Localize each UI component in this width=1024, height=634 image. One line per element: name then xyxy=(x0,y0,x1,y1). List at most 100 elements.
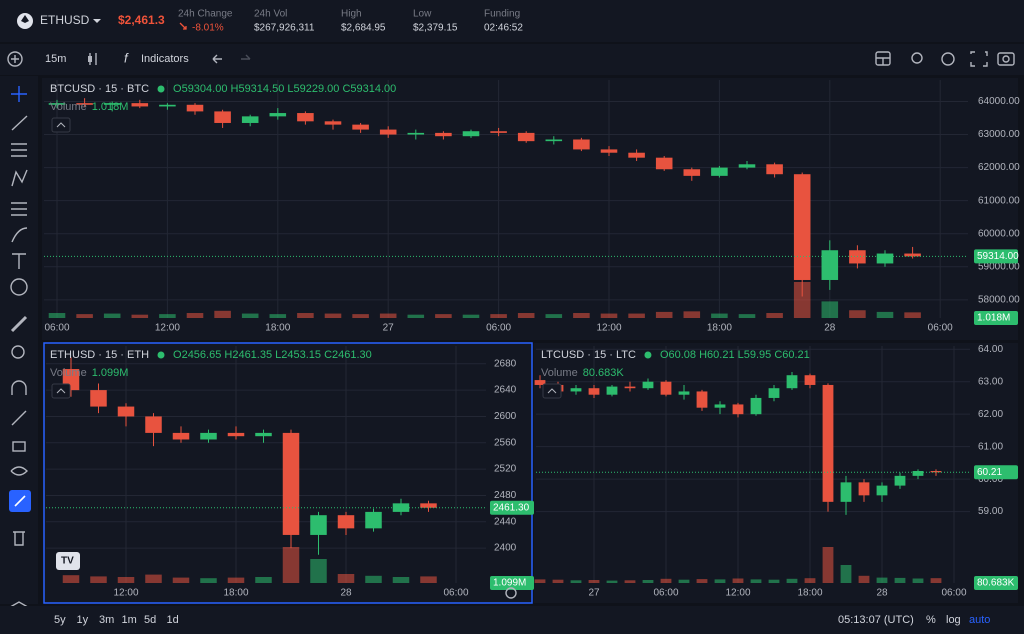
trash-tool[interactable] xyxy=(13,531,25,546)
symbol[interactable]: ETHUSD xyxy=(40,13,90,27)
volume-bar xyxy=(821,301,839,318)
collapse-button[interactable] xyxy=(542,383,562,399)
candle-body xyxy=(642,381,654,389)
y-tick-label: 2560 xyxy=(494,437,517,448)
emoji-tool[interactable] xyxy=(10,278,28,296)
magnet-tool[interactable] xyxy=(11,380,27,395)
candle-body xyxy=(365,511,382,529)
volume-bar xyxy=(600,313,618,318)
chart-title[interactable]: LTCUSD · 15 · LTC xyxy=(541,349,636,361)
volume-legend-value: 80.683K xyxy=(583,367,625,379)
settings[interactable] xyxy=(941,52,955,66)
volume-bar xyxy=(570,580,582,583)
volume-bar xyxy=(786,578,798,583)
volume-bar xyxy=(145,574,162,583)
candle-body xyxy=(200,432,217,440)
y-tick-label: 64.00 xyxy=(978,344,1003,355)
candle-body xyxy=(696,391,708,408)
symbol-caret[interactable] xyxy=(93,19,101,23)
candle-body xyxy=(282,432,300,535)
stay-drawing[interactable] xyxy=(11,410,27,426)
search[interactable] xyxy=(911,52,923,64)
chart-title[interactable]: ETHUSD · 15 · ETH xyxy=(50,349,149,361)
indicators[interactable]: Indicators xyxy=(141,53,189,65)
candle-body xyxy=(912,470,924,476)
snapshot[interactable] xyxy=(997,52,1015,66)
ranges: 5y 1y 3m 1m 5d 1d xyxy=(54,614,179,626)
volume-bar xyxy=(894,577,906,583)
chart-title[interactable]: BTCUSD · 15 · BTC xyxy=(50,83,149,95)
pattern-tool[interactable] xyxy=(11,169,28,187)
collapse-button[interactable] xyxy=(51,117,71,133)
settings[interactable] xyxy=(505,587,517,599)
candle-body xyxy=(821,250,839,280)
auto-toggle[interactable]: auto xyxy=(969,614,990,626)
y-tick-label: 59.00 xyxy=(978,506,1003,517)
interval[interactable]: 15m xyxy=(45,53,66,65)
channel-tool[interactable] xyxy=(11,143,27,157)
text-tool[interactable] xyxy=(12,253,26,269)
volume-bar xyxy=(172,577,190,583)
volume-bar xyxy=(490,314,507,318)
fullscreen[interactable] xyxy=(970,51,988,67)
x-tick-label: 06:00 xyxy=(928,323,953,334)
x-tick-label: 18:00 xyxy=(265,323,290,334)
y-tick-label: 61000.00 xyxy=(978,195,1020,206)
y-tick-label: 58000.00 xyxy=(978,294,1020,305)
volume-bar xyxy=(392,577,410,583)
candle-body xyxy=(352,124,369,130)
volume-bar xyxy=(365,575,382,583)
volume-bar xyxy=(858,575,870,583)
volume-bar xyxy=(310,559,327,583)
y-tick-label: 64000.00 xyxy=(978,96,1020,107)
zoom-tool[interactable] xyxy=(11,345,25,359)
candle-body xyxy=(655,157,673,170)
panel[interactable] xyxy=(534,343,1018,603)
log-toggle[interactable]: log xyxy=(946,614,961,626)
volume-bar xyxy=(683,311,701,318)
volume-bar xyxy=(420,576,437,583)
candle-body xyxy=(876,253,894,264)
range-button[interactable]: 5y xyxy=(54,614,66,626)
brush-tool[interactable] xyxy=(11,227,28,243)
x-tick-label: 27 xyxy=(588,588,600,599)
tv-logo xyxy=(56,552,80,570)
y-tick-label: 63.00 xyxy=(978,376,1003,387)
volume-bar xyxy=(628,313,645,318)
x-tick-label: 28 xyxy=(340,588,352,599)
crosshair-tool[interactable] xyxy=(11,86,27,102)
volume-bar xyxy=(711,313,728,318)
hide-tool[interactable] xyxy=(10,466,28,476)
volume-bar xyxy=(435,314,452,318)
last-price-label: 59314.00 xyxy=(977,251,1019,262)
volume-legend-value: 1.018M xyxy=(92,101,129,113)
candle-body xyxy=(683,169,701,176)
range-button[interactable]: 1y xyxy=(77,614,89,626)
percent-toggle[interactable]: % xyxy=(926,614,936,626)
footer xyxy=(0,606,1024,634)
candle-body xyxy=(786,375,798,389)
x-tick-label: 06:00 xyxy=(486,323,511,334)
candle-body xyxy=(714,404,726,408)
lock-tool[interactable] xyxy=(12,441,26,452)
fib-tool[interactable] xyxy=(11,202,27,216)
add-symbol[interactable] xyxy=(7,51,23,67)
volume-bar xyxy=(793,282,811,318)
range-button[interactable]: 5d xyxy=(144,614,156,626)
stat-label: 24h Change xyxy=(178,9,233,20)
collapse-button[interactable] xyxy=(51,383,71,399)
line-tool[interactable] xyxy=(11,115,28,131)
ohlc-legend: O2456.65 H2461.35 L2453.15 C2461.30 xyxy=(173,349,372,361)
candle-body xyxy=(392,503,410,512)
redo[interactable] xyxy=(241,54,251,60)
volume-bar xyxy=(90,576,107,583)
range-button[interactable]: 1m xyxy=(122,614,137,626)
chart: 59.0060.0061.0062.0063.0064.002706:0012:… xyxy=(534,344,1018,599)
range-button[interactable]: 3m xyxy=(99,614,114,626)
volume-bar xyxy=(655,311,673,318)
range-button[interactable]: 1d xyxy=(167,614,179,626)
stat-value: 02:46:52 xyxy=(484,23,523,34)
ruler-tool[interactable] xyxy=(10,315,28,333)
undo[interactable] xyxy=(212,54,222,64)
